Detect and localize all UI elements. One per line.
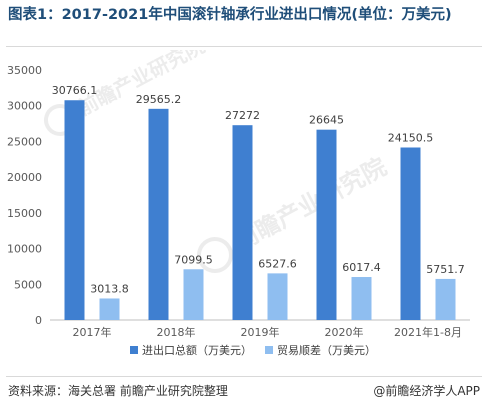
data-label: 7099.5: [174, 253, 213, 266]
x-tick-label: 2020年: [325, 325, 364, 339]
footer: 资料来源：海关总署 前瞻产业研究院整理 @前瞻经济学人APP: [8, 382, 480, 400]
chart: 前瞻产业研究院 前瞻产业研究院 050001000015000200002500…: [7, 50, 470, 357]
y-tick-label: 25000: [7, 135, 42, 148]
legend-swatch: [265, 346, 273, 354]
y-tick-label: 20000: [7, 171, 42, 184]
footer-divider: [6, 376, 482, 377]
bars: 30766.1 3013.8 29565.2 7099.5 27272 6527.6 266…: [52, 84, 465, 320]
y-tick-label: 0: [35, 314, 42, 327]
data-label: 29565.2: [136, 93, 182, 106]
source-note: 资料来源：海关总署 前瞻产业研究院整理: [8, 384, 228, 398]
y-tick-label: 10000: [7, 243, 42, 256]
chart-title: 图表1：2017-2021年中国滚针轴承行业进出口情况(单位：万美元): [8, 6, 480, 25]
data-label: 27272: [225, 109, 260, 122]
brand-credit: @前瞻经济学人APP: [373, 384, 480, 398]
bar-trade-surplus: [99, 298, 120, 320]
data-label: 6017.4: [342, 261, 381, 274]
legend-label: 贸易顺差（万美元）: [277, 343, 376, 357]
y-axis: 0 5000 10000 15000 20000 25000 30000 35000: [7, 64, 42, 327]
title-divider: [6, 46, 482, 47]
legend-label: 进出口总额（万美元）: [142, 343, 252, 357]
watermark-text-2: 前瞻产业研究院: [230, 153, 391, 257]
bar-trade-surplus: [435, 278, 456, 320]
x-tick-label: 2019年: [241, 325, 280, 339]
bar-trade-surplus: [267, 273, 288, 320]
legend: 进出口总额（万美元） 贸易顺差（万美元）: [130, 343, 376, 357]
data-label: 6527.6: [258, 257, 297, 270]
bar-import-export: [400, 147, 421, 320]
bar-trade-surplus: [351, 277, 372, 320]
data-label: 24150.5: [388, 131, 434, 144]
y-tick-label: 30000: [7, 100, 42, 113]
x-tick-label: 2017年: [73, 325, 112, 339]
y-tick-label: 15000: [7, 207, 42, 220]
data-label: 5751.7: [426, 263, 465, 276]
x-axis-labels: 2017年 2018年 2019年 2020年 2021年1-8月: [73, 325, 462, 339]
chart-title-prefix: 图表1：: [8, 7, 62, 23]
data-label: 3013.8: [90, 282, 129, 295]
bar-import-export: [148, 108, 169, 320]
bar-trade-surplus: [183, 269, 204, 320]
chart-title-text: 2017-2021年中国滚针轴承行业进出口情况(单位：万美元): [61, 7, 452, 23]
watermark-logo-icon: [197, 237, 233, 273]
x-tick-label: 2018年: [157, 325, 196, 339]
data-label: 26645: [309, 114, 344, 127]
x-tick-label: 2021年1-8月: [394, 325, 462, 339]
bar-import-export: [232, 125, 253, 320]
bar-import-export: [64, 100, 85, 320]
y-tick-label: 35000: [7, 64, 42, 77]
bar-import-export: [316, 129, 337, 320]
y-tick-label: 5000: [14, 278, 42, 291]
data-label: 30766.1: [52, 84, 98, 97]
legend-swatch: [130, 346, 138, 354]
